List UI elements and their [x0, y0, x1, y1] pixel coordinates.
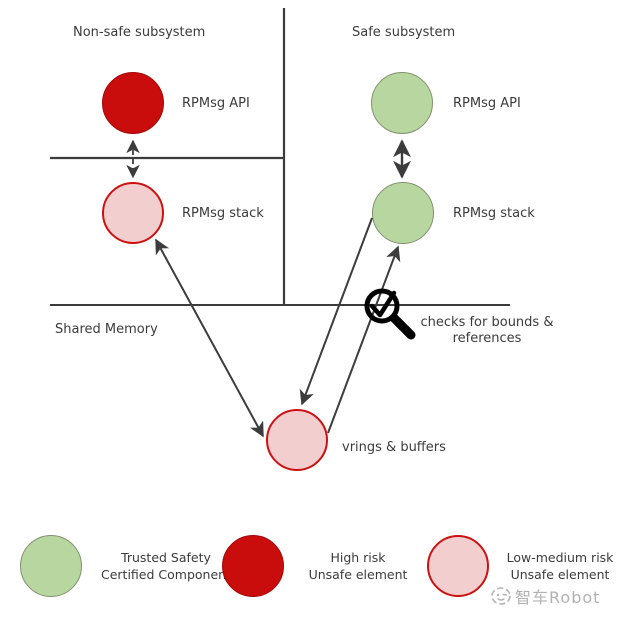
safe-subsystem-title: Safe subsystem	[352, 25, 456, 40]
non-safe-subsystem-title: Non-safe subsystem	[73, 25, 206, 40]
safe-rpmsg-api-node	[371, 72, 433, 134]
watermark-text: 智车Robot	[515, 588, 601, 607]
vrings-to-safe-stack-arrow	[327, 245, 401, 434]
vrings-buffers-label: vrings & buffers	[342, 440, 446, 455]
legend-trusted-line1: Trusted Safety	[121, 550, 211, 565]
legend-low-medium-label: Low-medium risk Unsafe element	[485, 549, 630, 583]
watermark: 智车Robot	[490, 584, 600, 608]
safe-api-label: RPMsg API	[453, 96, 521, 111]
non-safe-stack-label: RPMsg stack	[182, 206, 264, 221]
legend-trusted-label: Trusted Safety Certified Component	[91, 549, 241, 583]
vrings-buffers-node	[266, 409, 328, 471]
legend-low-medium-swatch	[427, 535, 489, 597]
safe-stack-label: RPMsg stack	[453, 206, 535, 221]
non-safe-stack-vrings-arrow	[155, 238, 264, 438]
legend-trusted-swatch	[20, 535, 82, 597]
magnifier-check-icon	[364, 288, 416, 340]
legend-high-risk-label: High risk Unsafe element	[283, 549, 433, 583]
non-safe-api-label: RPMsg API	[182, 96, 250, 111]
checks-annotation-line2: references	[452, 331, 522, 346]
shared-memory-label: Shared Memory	[55, 322, 158, 337]
non-safe-rpmsg-stack-node	[102, 182, 164, 244]
non-safe-rpmsg-api-node	[102, 72, 164, 134]
checks-annotation-line1: checks for bounds &	[420, 315, 554, 330]
legend-low-medium-line2: Unsafe element	[510, 567, 610, 582]
checks-annotation: checks for bounds & references	[408, 315, 566, 347]
safe-stack-to-vrings-arrow	[299, 217, 373, 406]
legend-low-medium-line1: Low-medium risk	[506, 550, 614, 565]
watermark-face-icon	[491, 587, 511, 605]
legend-high-risk-swatch	[222, 535, 284, 597]
legend-high-risk-line2: Unsafe element	[308, 567, 408, 582]
legend-trusted-line2: Certified Component	[101, 567, 231, 582]
safe-rpmsg-stack-node	[372, 182, 434, 244]
legend-high-risk-line1: High risk	[330, 550, 386, 565]
